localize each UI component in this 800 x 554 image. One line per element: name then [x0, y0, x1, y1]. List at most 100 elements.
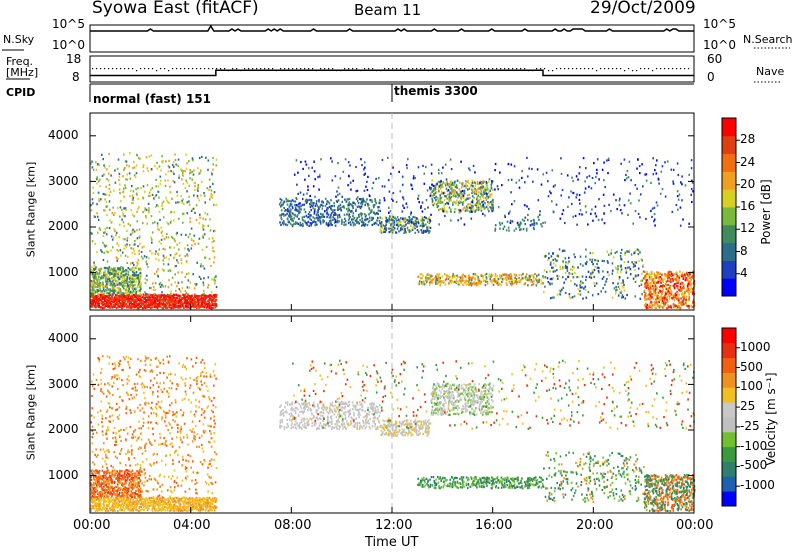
- data-cell: [424, 229, 426, 232]
- data-cell: [212, 156, 214, 160]
- data-cell: [667, 277, 669, 280]
- data-cell: [157, 295, 159, 298]
- data-cell: [417, 218, 420, 221]
- data-cell: [156, 500, 159, 504]
- data-cell: [362, 224, 365, 227]
- data-cell: [556, 274, 558, 277]
- data-cell: [155, 499, 158, 502]
- data-cell: [149, 286, 151, 290]
- data-cell: [193, 296, 195, 299]
- data-cell: [96, 291, 98, 294]
- data-cell: [504, 214, 506, 217]
- data-cell: [626, 293, 628, 297]
- data-cell: [435, 203, 438, 206]
- data-cell: [644, 274, 647, 277]
- data-cell: [145, 208, 148, 211]
- power-panel-frame: [89, 112, 695, 311]
- data-cell: [590, 272, 592, 275]
- data-cell: [318, 207, 320, 210]
- data-cell: [92, 287, 94, 290]
- data-cell: [164, 498, 166, 501]
- data-cell: [208, 299, 210, 302]
- data-cell: [388, 190, 391, 193]
- data-cell: [487, 191, 490, 194]
- data-cell: [384, 230, 387, 233]
- data-cell: [505, 279, 508, 282]
- data-cell: [492, 210, 495, 213]
- data-cell: [659, 192, 662, 195]
- nave-dot: [584, 68, 586, 70]
- data-cell: [303, 203, 305, 206]
- data-cell: [105, 288, 107, 292]
- data-cell: [406, 167, 408, 170]
- data-cell: [118, 278, 120, 281]
- data-cell: [544, 285, 546, 288]
- data-cell: [634, 249, 637, 253]
- data-cell: [178, 288, 181, 291]
- data-cell: [157, 268, 159, 271]
- data-cell: [328, 205, 331, 208]
- data-cell: [293, 217, 295, 220]
- data-cell: [298, 217, 300, 221]
- data-cell: [436, 273, 438, 276]
- data-cell: [617, 282, 619, 285]
- data-cell: [392, 191, 395, 195]
- data-cell: [198, 275, 201, 278]
- data-cell: [544, 221, 546, 224]
- data-cell: [130, 293, 133, 296]
- data-cell: [203, 292, 205, 295]
- data-cell: [93, 507, 95, 510]
- data-cell: [491, 210, 493, 213]
- data-cell: [656, 271, 658, 274]
- data-cell: [401, 183, 404, 186]
- data-cell: [547, 281, 550, 284]
- data-cell: [138, 206, 140, 209]
- data-cell: [510, 275, 513, 278]
- data-cell: [474, 278, 477, 281]
- data-cell: [603, 276, 605, 279]
- data-cell: [448, 193, 451, 196]
- data-cell: [203, 267, 206, 270]
- data-cell: [360, 214, 363, 217]
- data-cell: [314, 208, 316, 211]
- data-cell: [417, 222, 420, 225]
- data-cell: [202, 234, 204, 237]
- data-cell: [480, 186, 482, 189]
- data-cell: [569, 272, 571, 276]
- data-cell: [176, 231, 178, 234]
- data-cell: [194, 294, 197, 297]
- data-cell: [111, 498, 114, 502]
- data-cell: [475, 209, 477, 212]
- data-cell: [93, 278, 96, 281]
- data-cell: [162, 500, 165, 503]
- data-cell: [691, 276, 693, 279]
- data-cell: [480, 207, 483, 211]
- data-cell: [299, 211, 301, 214]
- data-cell: [348, 217, 351, 220]
- data-cell: [615, 285, 617, 289]
- data-cell: [120, 505, 122, 508]
- data-cell: [98, 279, 101, 282]
- data-cell: [298, 212, 300, 215]
- data-cell: [350, 223, 352, 226]
- data-cell: [213, 191, 216, 194]
- data-cell: [429, 278, 431, 281]
- nave-dot: [360, 70, 362, 72]
- data-cell: [168, 298, 170, 301]
- data-cell: [133, 250, 136, 253]
- data-cell: [131, 500, 133, 503]
- data-cell: [108, 208, 111, 211]
- data-cell: [189, 295, 191, 298]
- data-cell: [487, 203, 489, 206]
- data-cell: [598, 271, 600, 274]
- data-cell: [168, 159, 170, 162]
- data-cell: [337, 220, 339, 223]
- data-cell: [686, 271, 688, 274]
- data-cell: [670, 285, 672, 288]
- data-cell: [126, 505, 128, 508]
- data-cell: [574, 256, 576, 259]
- data-cell: [171, 295, 173, 298]
- data-cell: [365, 185, 367, 188]
- data-cell: [580, 280, 582, 283]
- data-cell: [474, 277, 476, 280]
